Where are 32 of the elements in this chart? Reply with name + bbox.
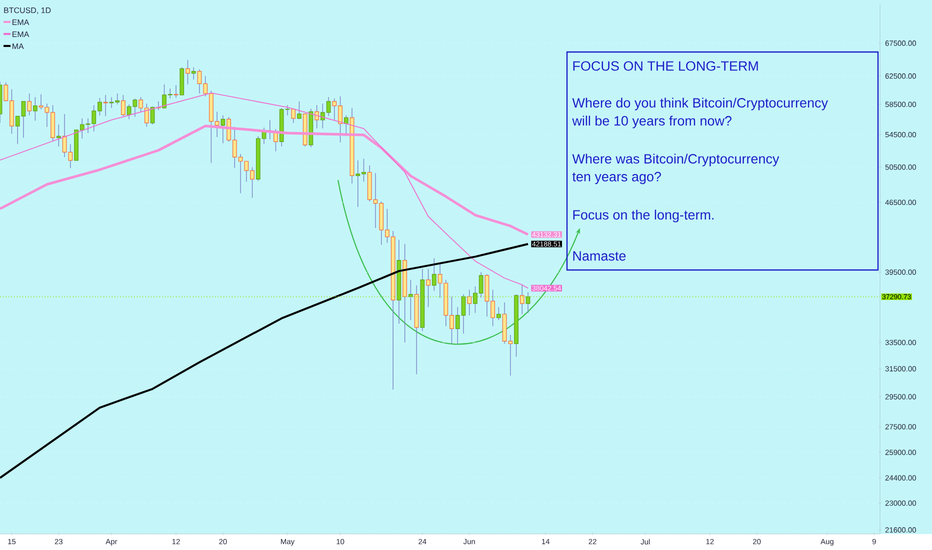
legend-label: EMA bbox=[12, 31, 30, 37]
annotation: will be 10 years from now? bbox=[572, 116, 732, 128]
legend-label: MA bbox=[12, 43, 24, 49]
candlestick bbox=[27, 93, 32, 116]
legend-label: EMA bbox=[12, 19, 30, 25]
candlestick bbox=[426, 268, 430, 308]
candlestick bbox=[174, 84, 178, 98]
line-series bbox=[0, 242, 530, 479]
line-series bbox=[0, 124, 530, 236]
candlestick bbox=[496, 306, 501, 320]
candlestick bbox=[220, 115, 226, 144]
candlestick bbox=[121, 94, 126, 117]
annotation: Where was Bitcoin/Cryptocurrency bbox=[572, 154, 780, 166]
line-series bbox=[0, 92, 528, 289]
candlestick bbox=[526, 292, 530, 314]
candlestick bbox=[33, 96, 38, 122]
annotation: FOCUS ON THE LONG-TERM bbox=[573, 61, 758, 71]
candlestick bbox=[467, 289, 472, 316]
annotation: Where do you think Bitcoin/Cryptocurrency bbox=[572, 98, 828, 110]
candlestick bbox=[186, 60, 190, 85]
candlestick bbox=[520, 284, 524, 314]
candlestick bbox=[297, 101, 302, 120]
candlestick bbox=[432, 258, 436, 292]
annotation: Namaste bbox=[573, 251, 626, 261]
candlestick bbox=[191, 66, 196, 80]
candlestick bbox=[408, 279, 413, 320]
candlestick bbox=[291, 108, 296, 124]
annotation: ten years ago? bbox=[572, 172, 661, 184]
chart-title: BTCUSD, 1D bbox=[4, 7, 51, 14]
annotation: Focus on the long-term. bbox=[573, 210, 714, 222]
candlestick bbox=[56, 124, 61, 147]
candlestick bbox=[314, 104, 319, 129]
